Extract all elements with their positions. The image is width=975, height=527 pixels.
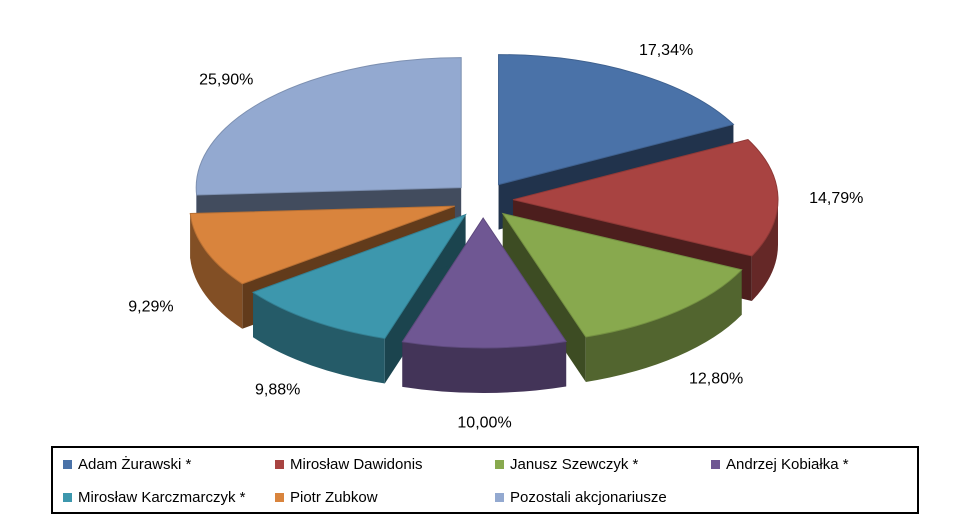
legend-item: Piotr Zubkow	[275, 489, 378, 506]
pie-data-label: 25,90%	[199, 72, 253, 89]
pie-data-label: 12,80%	[689, 371, 743, 388]
legend-label: Adam Żurawski *	[78, 456, 192, 473]
pie-slice-labels: 17,34% 14,79% 12,80% 10,00% 9,88% 9,29% 25,90%	[128, 42, 863, 432]
pie-slice	[401, 217, 567, 349]
pie-slice	[512, 138, 779, 257]
pie-slice-rim	[253, 292, 385, 384]
legend-label: Pozostali akcjonariusze	[510, 489, 667, 506]
legend-item: Adam Żurawski *	[63, 456, 191, 473]
legend-label: Andrzej Kobiałka *	[726, 456, 849, 473]
pie-data-label: 9,29%	[128, 298, 173, 315]
legend-item: Pozostali akcjonariusze	[495, 489, 667, 506]
pie-slice	[501, 212, 743, 338]
pie-slice-rim	[585, 269, 742, 382]
legend-swatch	[275, 493, 284, 502]
pie-slice	[251, 213, 467, 340]
legend-label: Piotr Zubkow	[290, 489, 378, 506]
pie-slice-tops	[189, 54, 779, 349]
legend-label: Mirosław Karczmarczyk *	[78, 489, 246, 506]
legend-swatch	[63, 493, 72, 502]
pie-data-label: 10,00%	[457, 415, 511, 432]
legend-label: Mirosław Dawidonis	[290, 456, 423, 473]
pie-slice-rim	[190, 213, 243, 329]
legend-swatch	[495, 460, 504, 469]
legend-swatch	[275, 460, 284, 469]
pie-plot-area: 17,34% 14,79% 12,80% 10,00% 9,88% 9,29% 25,90%	[128, 42, 863, 432]
pie-data-label: 17,34%	[639, 42, 693, 59]
pie-data-label: 9,88%	[255, 382, 300, 399]
legend-item: Janusz Szewczyk *	[495, 456, 638, 473]
legend-swatch	[495, 493, 504, 502]
legend: Adam Żurawski * Mirosław Dawidonis Janus…	[51, 446, 919, 514]
pie-slice	[195, 57, 462, 196]
legend-item: Andrzej Kobiałka *	[711, 456, 849, 473]
legend-item: Mirosław Dawidonis	[275, 456, 423, 473]
pie-slice-rim	[751, 199, 778, 302]
legend-item: Mirosław Karczmarczyk *	[63, 489, 246, 506]
legend-swatch	[711, 460, 720, 469]
legend-swatch	[63, 460, 72, 469]
pie-data-label: 14,79%	[809, 190, 863, 207]
legend-label: Janusz Szewczyk *	[510, 456, 639, 473]
pie-slice	[498, 54, 735, 186]
pie-slice	[189, 205, 455, 285]
pie-slice-rim	[402, 341, 567, 393]
